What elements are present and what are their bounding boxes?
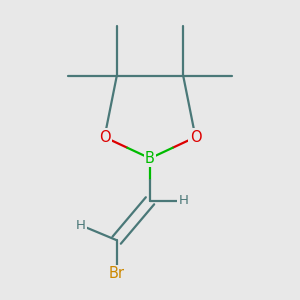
Text: O: O [99, 130, 110, 145]
Text: B: B [145, 151, 155, 166]
Text: O: O [190, 130, 201, 145]
Text: H: H [75, 218, 85, 232]
Text: H: H [178, 194, 188, 207]
Text: Br: Br [109, 266, 125, 281]
